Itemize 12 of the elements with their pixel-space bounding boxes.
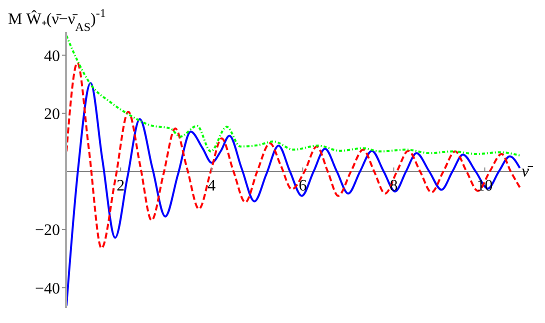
- y-tick-label: −40: [34, 280, 60, 298]
- y-tick-label: 20: [44, 106, 60, 124]
- y-axis-title: M Ŵ₊(ν̄−ν̄$_{AS}$)$^{-1}$: [8, 6, 106, 34]
- x-tick-label: 2: [116, 177, 125, 194]
- y-tick-label: 40: [44, 48, 60, 65]
- y-tick-label: −20: [34, 222, 60, 240]
- x-tick-label: 4: [208, 177, 216, 194]
- line-series: [66, 82, 521, 307]
- x-tick-label: 6: [298, 177, 307, 194]
- line-series: [66, 62, 521, 250]
- x-axis-title: ν̄: [521, 161, 534, 180]
- line-series: [66, 34, 521, 156]
